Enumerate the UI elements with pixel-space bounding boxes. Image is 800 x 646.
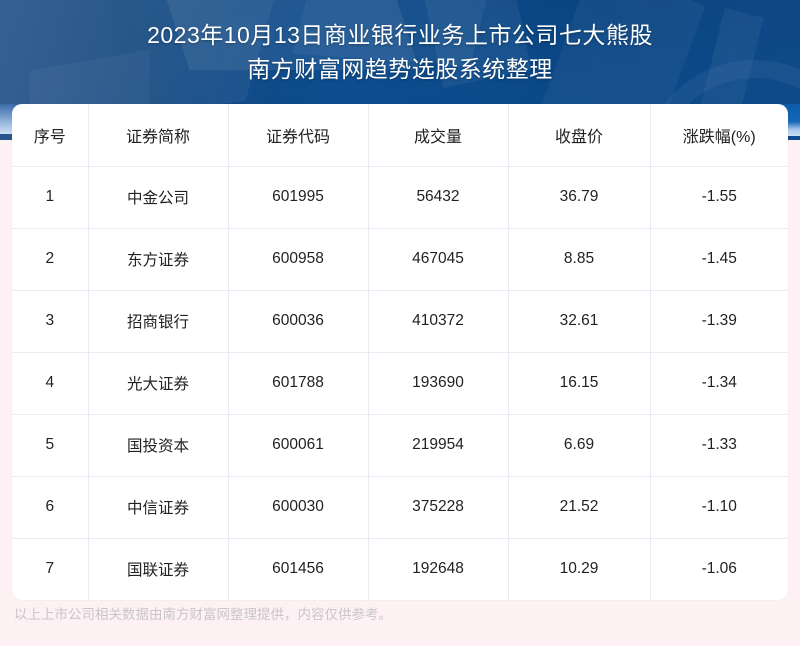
cell-change: -1.33 [650, 414, 788, 477]
cell-volume: 193690 [368, 352, 509, 415]
column-header-close[interactable]: 收盘价 [508, 104, 651, 167]
cell-code: 600030 [228, 476, 369, 539]
cell-close: 32.61 [508, 290, 651, 353]
cell-code: 600061 [228, 414, 369, 477]
table-head: 序号 证券简称 证券代码 成交量 收盘价 涨跌幅(%) [12, 104, 788, 167]
cell-close: 8.85 [508, 228, 651, 291]
stock-table: 序号 证券简称 证券代码 成交量 收盘价 涨跌幅(%) 1 中金公司 601995 5… [12, 104, 788, 600]
cell-volume: 219954 [368, 414, 509, 477]
column-header-volume[interactable]: 成交量 [368, 104, 509, 167]
table-row[interactable]: 1 中金公司 601995 56432 36.79 -1.55 [12, 166, 788, 229]
cell-name: 东方证券 [88, 228, 229, 291]
cell-close: 6.69 [508, 414, 651, 477]
cell-index: 1 [12, 166, 89, 229]
cell-name: 招商银行 [88, 290, 229, 353]
cell-close: 36.79 [508, 166, 651, 229]
cell-index: 2 [12, 228, 89, 291]
cell-close: 21.52 [508, 476, 651, 539]
cell-change: -1.55 [650, 166, 788, 229]
cell-close: 16.15 [508, 352, 651, 415]
page-title: 2023年10月13日商业银行业务上市公司七大熊股 南方财富网趋势选股系统整理 [0, 18, 800, 86]
column-header-change[interactable]: 涨跌幅(%) [650, 104, 788, 167]
cell-index: 6 [12, 476, 89, 539]
table-body: 1 中金公司 601995 56432 36.79 -1.55 2 东方证券 600958 467… [12, 166, 788, 600]
cell-index: 5 [12, 414, 89, 477]
table-row[interactable]: 4 光大证券 601788 193690 16.15 -1.34 [12, 352, 788, 415]
cell-index: 3 [12, 290, 89, 353]
cell-change: -1.10 [650, 476, 788, 539]
column-header-code[interactable]: 证券代码 [228, 104, 369, 167]
cell-volume: 56432 [368, 166, 509, 229]
table-row[interactable]: 7 国联证券 601456 192648 10.29 -1.06 [12, 538, 788, 600]
footer-disclaimer: 以上上市公司相关数据由南方财富网整理提供，内容仅供参考。 [14, 607, 392, 622]
cell-code: 601788 [228, 352, 369, 415]
title-line-primary: 2023年10月13日商业银行业务上市公司七大熊股 [147, 22, 653, 48]
cell-volume: 375228 [368, 476, 509, 539]
table-row[interactable]: 2 东方证券 600958 467045 8.85 -1.45 [12, 228, 788, 291]
table-row[interactable]: 6 中信证券 600030 375228 21.52 -1.10 [12, 476, 788, 539]
table-row[interactable]: 5 国投资本 600061 219954 6.69 -1.33 [12, 414, 788, 477]
table-header-row: 序号 证券简称 证券代码 成交量 收盘价 涨跌幅(%) [12, 104, 788, 167]
cell-change: -1.45 [650, 228, 788, 291]
cell-code: 600036 [228, 290, 369, 353]
cell-change: -1.39 [650, 290, 788, 353]
table-card: 序号 证券简称 证券代码 成交量 收盘价 涨跌幅(%) 1 中金公司 601995 5… [12, 104, 788, 600]
cell-index: 7 [12, 538, 89, 600]
cell-volume: 192648 [368, 538, 509, 600]
cell-name: 光大证券 [88, 352, 229, 415]
cell-code: 601456 [228, 538, 369, 600]
cell-name: 中信证券 [88, 476, 229, 539]
title-line-secondary: 南方财富网趋势选股系统整理 [247, 56, 553, 82]
column-header-index[interactable]: 序号 [12, 104, 89, 167]
cell-code: 600958 [228, 228, 369, 291]
cell-name: 国投资本 [88, 414, 229, 477]
cell-name: 国联证券 [88, 538, 229, 600]
cell-name: 中金公司 [88, 166, 229, 229]
cell-close: 10.29 [508, 538, 651, 600]
cell-change: -1.06 [701, 560, 737, 578]
column-header-name[interactable]: 证券简称 [88, 104, 229, 167]
table-row[interactable]: 3 招商银行 600036 410372 32.61 -1.39 [12, 290, 788, 353]
cell-code: 601995 [228, 166, 369, 229]
cell-change: -1.34 [650, 352, 788, 415]
cell-volume: 467045 [368, 228, 509, 291]
cell-volume: 410372 [368, 290, 509, 353]
cell-index: 4 [12, 352, 89, 415]
